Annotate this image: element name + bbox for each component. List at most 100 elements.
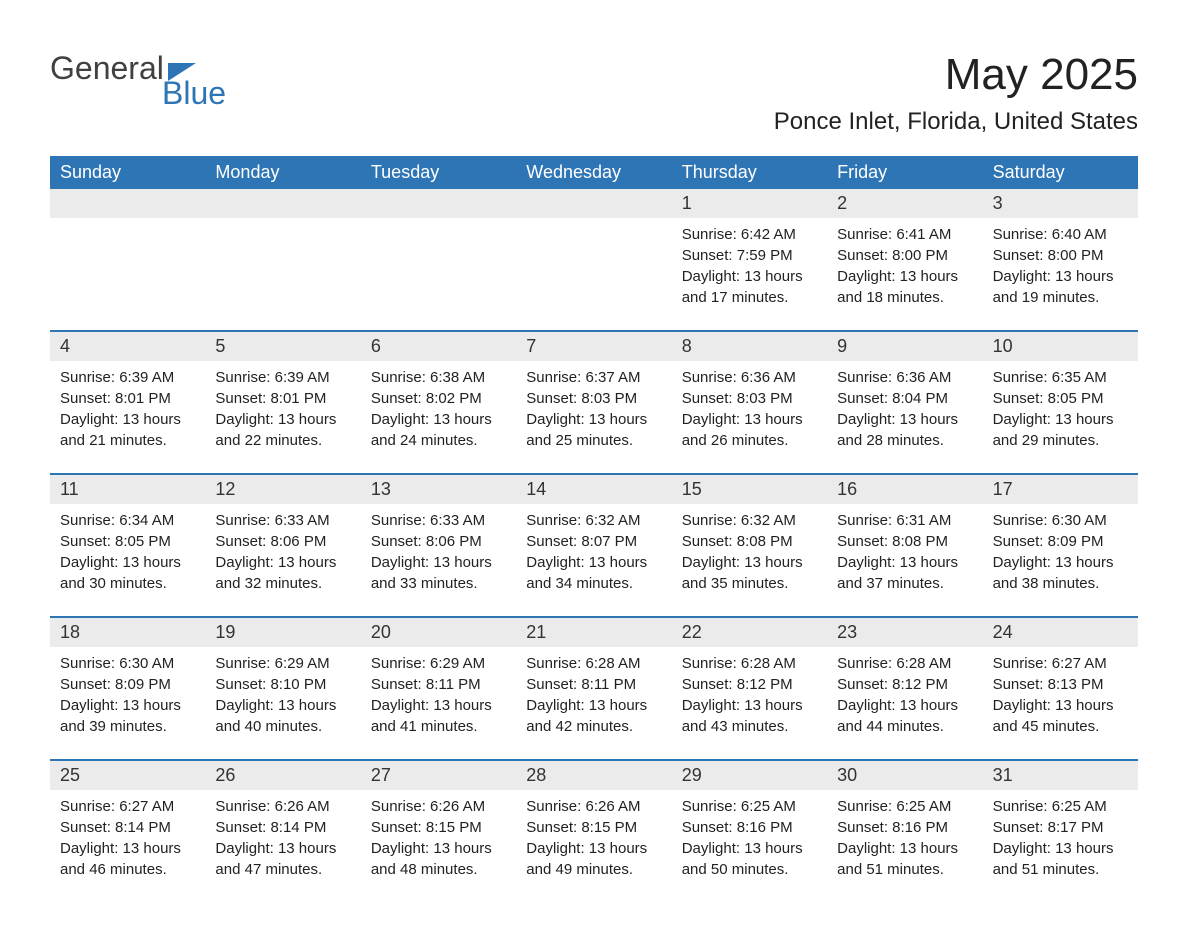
day-content: Sunrise: 6:33 AMSunset: 8:06 PMDaylight:… [361, 504, 516, 594]
day-content: Sunrise: 6:25 AMSunset: 8:17 PMDaylight:… [983, 790, 1138, 880]
sunset-text: Sunset: 8:07 PM [526, 531, 661, 552]
daylight-text-1: Daylight: 13 hours [526, 695, 661, 716]
daylight-text-2: and 34 minutes. [526, 573, 661, 594]
sunrise-text: Sunrise: 6:28 AM [526, 653, 661, 674]
logo-general-text: General [50, 50, 164, 87]
sunset-text: Sunset: 8:14 PM [60, 817, 195, 838]
day-content-row: Sunrise: 6:27 AMSunset: 8:14 PMDaylight:… [50, 790, 1138, 880]
day-content: Sunrise: 6:26 AMSunset: 8:14 PMDaylight:… [205, 790, 360, 880]
sunset-text: Sunset: 8:13 PM [993, 674, 1128, 695]
sunset-text: Sunset: 8:01 PM [215, 388, 350, 409]
daylight-text-2: and 32 minutes. [215, 573, 350, 594]
day-content: Sunrise: 6:30 AMSunset: 8:09 PMDaylight:… [983, 504, 1138, 594]
day-content: Sunrise: 6:32 AMSunset: 8:08 PMDaylight:… [672, 504, 827, 594]
daylight-text-1: Daylight: 13 hours [837, 838, 972, 859]
sunset-text: Sunset: 8:11 PM [371, 674, 506, 695]
logo: General Blue [50, 50, 226, 112]
sunrise-text: Sunrise: 6:33 AM [371, 510, 506, 531]
day-header-tuesday: Tuesday [361, 156, 516, 189]
daylight-text-2: and 46 minutes. [60, 859, 195, 880]
sunrise-text: Sunrise: 6:25 AM [993, 796, 1128, 817]
logo-blue-text: Blue [162, 75, 226, 112]
sunrise-text: Sunrise: 6:36 AM [837, 367, 972, 388]
day-content: Sunrise: 6:39 AMSunset: 8:01 PMDaylight:… [205, 361, 360, 451]
daylight-text-2: and 33 minutes. [371, 573, 506, 594]
day-content: Sunrise: 6:40 AMSunset: 8:00 PMDaylight:… [983, 218, 1138, 308]
page-header: General Blue May 2025 Ponce Inlet, Flori… [50, 50, 1138, 136]
sunset-text: Sunset: 8:09 PM [993, 531, 1128, 552]
sunset-text: Sunset: 8:15 PM [526, 817, 661, 838]
daylight-text-2: and 49 minutes. [526, 859, 661, 880]
day-content: Sunrise: 6:39 AMSunset: 8:01 PMDaylight:… [50, 361, 205, 451]
daylight-text-2: and 38 minutes. [993, 573, 1128, 594]
day-content: Sunrise: 6:25 AMSunset: 8:16 PMDaylight:… [672, 790, 827, 880]
daylight-text-1: Daylight: 13 hours [682, 552, 817, 573]
sunset-text: Sunset: 8:02 PM [371, 388, 506, 409]
daylight-text-2: and 17 minutes. [682, 287, 817, 308]
daylight-text-1: Daylight: 13 hours [371, 552, 506, 573]
day-number: 14 [516, 475, 671, 504]
daylight-text-2: and 39 minutes. [60, 716, 195, 737]
day-number: 19 [205, 618, 360, 647]
day-header-sunday: Sunday [50, 156, 205, 189]
day-header-thursday: Thursday [672, 156, 827, 189]
day-content [361, 218, 516, 308]
day-number: 6 [361, 332, 516, 361]
sunset-text: Sunset: 8:16 PM [682, 817, 817, 838]
day-number: 1 [672, 189, 827, 218]
day-number: 17 [983, 475, 1138, 504]
day-number: 10 [983, 332, 1138, 361]
daylight-text-1: Daylight: 13 hours [371, 409, 506, 430]
daylight-text-2: and 29 minutes. [993, 430, 1128, 451]
sunset-text: Sunset: 8:17 PM [993, 817, 1128, 838]
day-content: Sunrise: 6:31 AMSunset: 8:08 PMDaylight:… [827, 504, 982, 594]
daylight-text-1: Daylight: 13 hours [837, 409, 972, 430]
sunrise-text: Sunrise: 6:33 AM [215, 510, 350, 531]
daylight-text-1: Daylight: 13 hours [60, 409, 195, 430]
day-number: 27 [361, 761, 516, 790]
day-number-row: 11121314151617 [50, 475, 1138, 504]
week-block: 18192021222324Sunrise: 6:30 AMSunset: 8:… [50, 616, 1138, 737]
sunset-text: Sunset: 8:04 PM [837, 388, 972, 409]
daylight-text-2: and 26 minutes. [682, 430, 817, 451]
day-content-row: Sunrise: 6:30 AMSunset: 8:09 PMDaylight:… [50, 647, 1138, 737]
day-number [50, 189, 205, 218]
daylight-text-1: Daylight: 13 hours [837, 695, 972, 716]
day-content: Sunrise: 6:36 AMSunset: 8:03 PMDaylight:… [672, 361, 827, 451]
daylight-text-1: Daylight: 13 hours [60, 695, 195, 716]
daylight-text-1: Daylight: 13 hours [993, 266, 1128, 287]
sunrise-text: Sunrise: 6:37 AM [526, 367, 661, 388]
sunrise-text: Sunrise: 6:27 AM [993, 653, 1128, 674]
daylight-text-1: Daylight: 13 hours [682, 266, 817, 287]
weeks-container: 123Sunrise: 6:42 AMSunset: 7:59 PMDaylig… [50, 189, 1138, 880]
daylight-text-2: and 47 minutes. [215, 859, 350, 880]
day-number: 31 [983, 761, 1138, 790]
sunrise-text: Sunrise: 6:40 AM [993, 224, 1128, 245]
daylight-text-1: Daylight: 13 hours [371, 695, 506, 716]
daylight-text-2: and 45 minutes. [993, 716, 1128, 737]
day-number: 21 [516, 618, 671, 647]
day-number: 4 [50, 332, 205, 361]
day-content [50, 218, 205, 308]
day-content: Sunrise: 6:27 AMSunset: 8:14 PMDaylight:… [50, 790, 205, 880]
day-number-row: 45678910 [50, 332, 1138, 361]
day-content: Sunrise: 6:42 AMSunset: 7:59 PMDaylight:… [672, 218, 827, 308]
sunset-text: Sunset: 8:03 PM [526, 388, 661, 409]
day-header-friday: Friday [827, 156, 982, 189]
daylight-text-2: and 50 minutes. [682, 859, 817, 880]
daylight-text-2: and 30 minutes. [60, 573, 195, 594]
sunset-text: Sunset: 8:09 PM [60, 674, 195, 695]
day-header-saturday: Saturday [983, 156, 1138, 189]
day-content: Sunrise: 6:29 AMSunset: 8:11 PMDaylight:… [361, 647, 516, 737]
sunrise-text: Sunrise: 6:39 AM [60, 367, 195, 388]
day-content: Sunrise: 6:32 AMSunset: 8:07 PMDaylight:… [516, 504, 671, 594]
day-number: 8 [672, 332, 827, 361]
day-number: 24 [983, 618, 1138, 647]
day-content: Sunrise: 6:28 AMSunset: 8:12 PMDaylight:… [827, 647, 982, 737]
daylight-text-1: Daylight: 13 hours [526, 552, 661, 573]
daylight-text-2: and 40 minutes. [215, 716, 350, 737]
daylight-text-2: and 18 minutes. [837, 287, 972, 308]
sunset-text: Sunset: 8:05 PM [60, 531, 195, 552]
daylight-text-2: and 41 minutes. [371, 716, 506, 737]
sunset-text: Sunset: 8:12 PM [837, 674, 972, 695]
